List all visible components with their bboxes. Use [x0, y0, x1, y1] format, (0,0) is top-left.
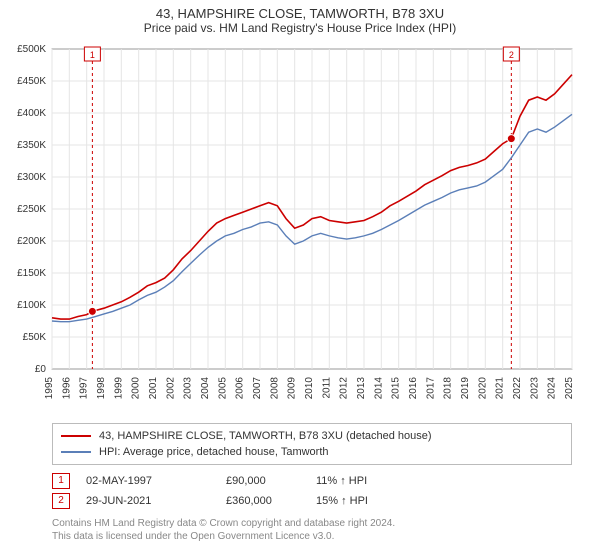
svg-text:1999: 1999	[113, 377, 124, 400]
svg-text:2013: 2013	[356, 377, 367, 400]
footer: Contains HM Land Registry data © Crown c…	[52, 517, 572, 543]
svg-text:2005: 2005	[217, 377, 228, 400]
legend: 43, HAMPSHIRE CLOSE, TAMWORTH, B78 3XU (…	[52, 423, 572, 465]
svg-text:2007: 2007	[252, 377, 263, 400]
svg-text:2002: 2002	[165, 377, 176, 400]
svg-text:2003: 2003	[183, 377, 194, 400]
svg-text:2017: 2017	[425, 377, 436, 400]
svg-text:2000: 2000	[131, 377, 142, 400]
svg-text:2018: 2018	[443, 377, 454, 400]
sale-badge: 2	[52, 493, 70, 509]
svg-text:£350K: £350K	[17, 140, 46, 151]
sale-delta: 15% ↑ HPI	[316, 495, 416, 507]
svg-text:£500K: £500K	[17, 44, 46, 55]
page-title: 43, HAMPSHIRE CLOSE, TAMWORTH, B78 3XU	[0, 0, 600, 21]
svg-text:2016: 2016	[408, 377, 419, 400]
sales-table: 1 02-MAY-1997 £90,000 11% ↑ HPI 2 29-JUN…	[52, 471, 572, 511]
svg-text:£250K: £250K	[17, 204, 46, 215]
legend-row-hpi: HPI: Average price, detached house, Tamw…	[61, 444, 563, 460]
svg-text:2023: 2023	[529, 377, 540, 400]
svg-text:£200K: £200K	[17, 236, 46, 247]
svg-text:2020: 2020	[477, 377, 488, 400]
svg-text:£0: £0	[35, 364, 47, 375]
svg-text:1995: 1995	[44, 377, 55, 400]
price-chart: £0 £50K £100K £150K £200K £250K £300K £350K £400…	[0, 39, 600, 419]
svg-text:2022: 2022	[512, 377, 523, 400]
svg-text:2010: 2010	[304, 377, 315, 400]
svg-text:1: 1	[90, 50, 95, 60]
legend-label-property: 43, HAMPSHIRE CLOSE, TAMWORTH, B78 3XU (…	[99, 428, 432, 444]
svg-text:2014: 2014	[373, 377, 384, 400]
sale-delta: 11% ↑ HPI	[316, 475, 416, 487]
svg-text:2025: 2025	[564, 377, 575, 400]
svg-text:2008: 2008	[269, 377, 280, 400]
svg-text:£400K: £400K	[17, 108, 46, 119]
sale-badge: 1	[52, 473, 70, 489]
svg-text:1996: 1996	[61, 377, 72, 400]
svg-text:2009: 2009	[287, 377, 298, 400]
svg-text:£50K: £50K	[23, 332, 47, 343]
svg-text:£450K: £450K	[17, 76, 46, 87]
sale-price: £90,000	[226, 475, 316, 487]
svg-text:2021: 2021	[495, 377, 506, 400]
legend-swatch-property	[61, 435, 91, 437]
sale-row: 1 02-MAY-1997 £90,000 11% ↑ HPI	[52, 471, 572, 491]
sale-date: 02-MAY-1997	[86, 475, 226, 487]
svg-text:1998: 1998	[96, 377, 107, 400]
svg-text:2024: 2024	[547, 377, 558, 400]
svg-text:2: 2	[509, 50, 514, 60]
svg-text:2012: 2012	[339, 377, 350, 400]
legend-row-property: 43, HAMPSHIRE CLOSE, TAMWORTH, B78 3XU (…	[61, 428, 563, 444]
svg-text:£300K: £300K	[17, 172, 46, 183]
footer-line: Contains HM Land Registry data © Crown c…	[52, 517, 572, 530]
svg-text:1997: 1997	[79, 377, 90, 400]
svg-text:2004: 2004	[200, 377, 211, 400]
svg-text:2019: 2019	[460, 377, 471, 400]
legend-swatch-hpi	[61, 451, 91, 453]
sale-price: £360,000	[226, 495, 316, 507]
svg-text:2015: 2015	[391, 377, 402, 400]
svg-text:2006: 2006	[235, 377, 246, 400]
legend-label-hpi: HPI: Average price, detached house, Tamw…	[99, 444, 329, 460]
sale-date: 29-JUN-2021	[86, 495, 226, 507]
footer-line: This data is licensed under the Open Gov…	[52, 530, 572, 543]
svg-text:£100K: £100K	[17, 300, 46, 311]
page-subtitle: Price paid vs. HM Land Registry's House …	[0, 21, 600, 39]
svg-text:2011: 2011	[321, 377, 332, 399]
sale-row: 2 29-JUN-2021 £360,000 15% ↑ HPI	[52, 491, 572, 511]
svg-text:£150K: £150K	[17, 268, 46, 279]
svg-text:2001: 2001	[148, 377, 159, 400]
